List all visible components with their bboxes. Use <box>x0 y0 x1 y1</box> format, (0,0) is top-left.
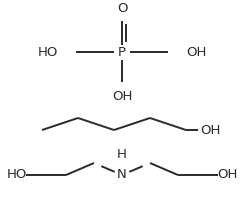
Text: OH: OH <box>217 168 237 181</box>
Text: OH: OH <box>186 46 206 59</box>
Text: N: N <box>117 168 127 181</box>
Text: H: H <box>117 148 127 161</box>
Text: OH: OH <box>200 124 220 136</box>
Text: OH: OH <box>112 90 132 103</box>
Text: HO: HO <box>7 168 27 181</box>
Text: HO: HO <box>38 46 58 59</box>
Text: P: P <box>118 46 126 59</box>
Text: O: O <box>117 1 127 14</box>
